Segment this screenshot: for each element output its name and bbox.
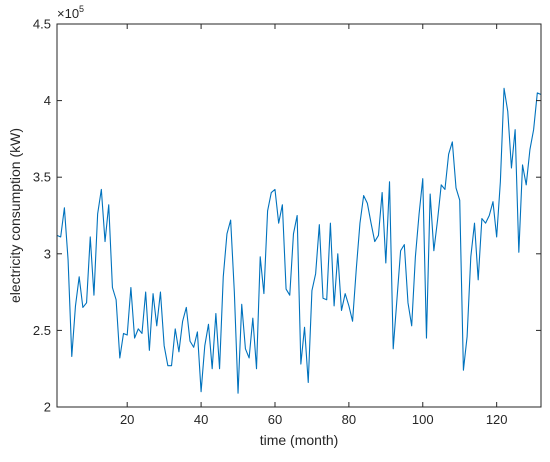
x-tick-label: 100 [412,412,434,427]
y-tick-label: 3 [44,246,51,261]
y-tick-label: 2.5 [33,323,51,338]
plot-frame [56,23,542,408]
x-axis-label: time (month) [260,432,339,448]
y-tick-label: 2 [44,400,51,415]
x-tick-label: 60 [268,412,282,427]
y-tick-label: 4 [44,93,51,108]
plot-layer [56,87,542,394]
x-tick-label: 120 [486,412,508,427]
x-tick-label: 40 [194,412,208,427]
y-axis-ticks: 2 2.5 3 3.5 4 4.5 [33,17,541,415]
y-axis-label: electricity consumption (kW) [7,128,23,303]
x-tick-label: 20 [120,412,134,427]
y-tick-label: 3.5 [33,170,51,185]
y-exponent-power: 5 [79,4,84,14]
x-axis-ticks: 20 40 60 80 100 120 [120,24,508,427]
y-tick-label: 4.5 [33,17,51,32]
x-tick-label: 80 [342,412,356,427]
series-line [56,87,542,394]
y-exponent-base: ×10 [57,6,79,21]
